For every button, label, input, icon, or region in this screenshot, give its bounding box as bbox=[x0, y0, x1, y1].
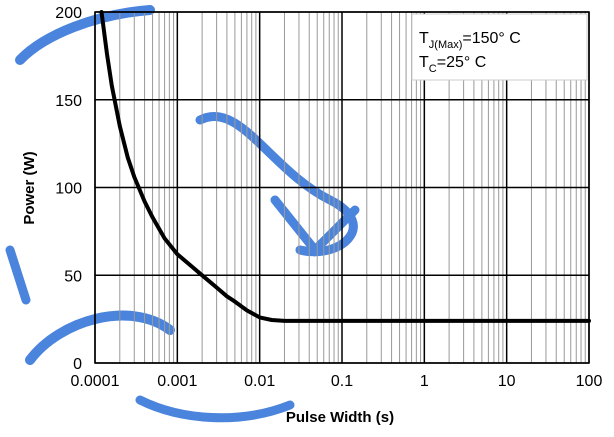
x-axis-title: Pulse Width (s) bbox=[286, 409, 394, 426]
x-tick-label: 100 bbox=[576, 373, 603, 390]
x-tick-label: 0.0001 bbox=[71, 373, 120, 390]
plot-area-frame bbox=[94, 11, 590, 364]
y-tick-label: 100 bbox=[55, 181, 82, 198]
watermark-logo bbox=[5, 5, 360, 423]
y-tick-label: 0 bbox=[73, 356, 82, 373]
x-tick-label: 1 bbox=[420, 373, 429, 390]
x-tick-label: 0.01 bbox=[244, 373, 275, 390]
case-temp-note: TC=25° C bbox=[419, 54, 486, 75]
y-tick-label: 200 bbox=[55, 5, 82, 22]
power-curve-line bbox=[99, 10, 591, 323]
x-axis-tick-labels: 0.0001 0.001 0.01 0.1 1 10 100 bbox=[71, 373, 603, 390]
y-tick-label: 150 bbox=[55, 93, 82, 110]
x-tick-label: 10 bbox=[498, 373, 516, 390]
y-axis-tick-labels: 0 50 100 150 200 bbox=[55, 5, 82, 373]
junction-temp-note: TJ(Max)=150° C bbox=[419, 30, 521, 51]
conditions-annotation: TJ(Max)=150° C TC=25° C bbox=[411, 13, 588, 81]
x-tick-label: 0.001 bbox=[157, 373, 197, 390]
y-axis-title: Power (W) bbox=[21, 151, 38, 224]
series-layer bbox=[99, 10, 591, 323]
x-tick-label: 0.1 bbox=[331, 373, 353, 390]
y-tick-label: 50 bbox=[64, 268, 82, 285]
